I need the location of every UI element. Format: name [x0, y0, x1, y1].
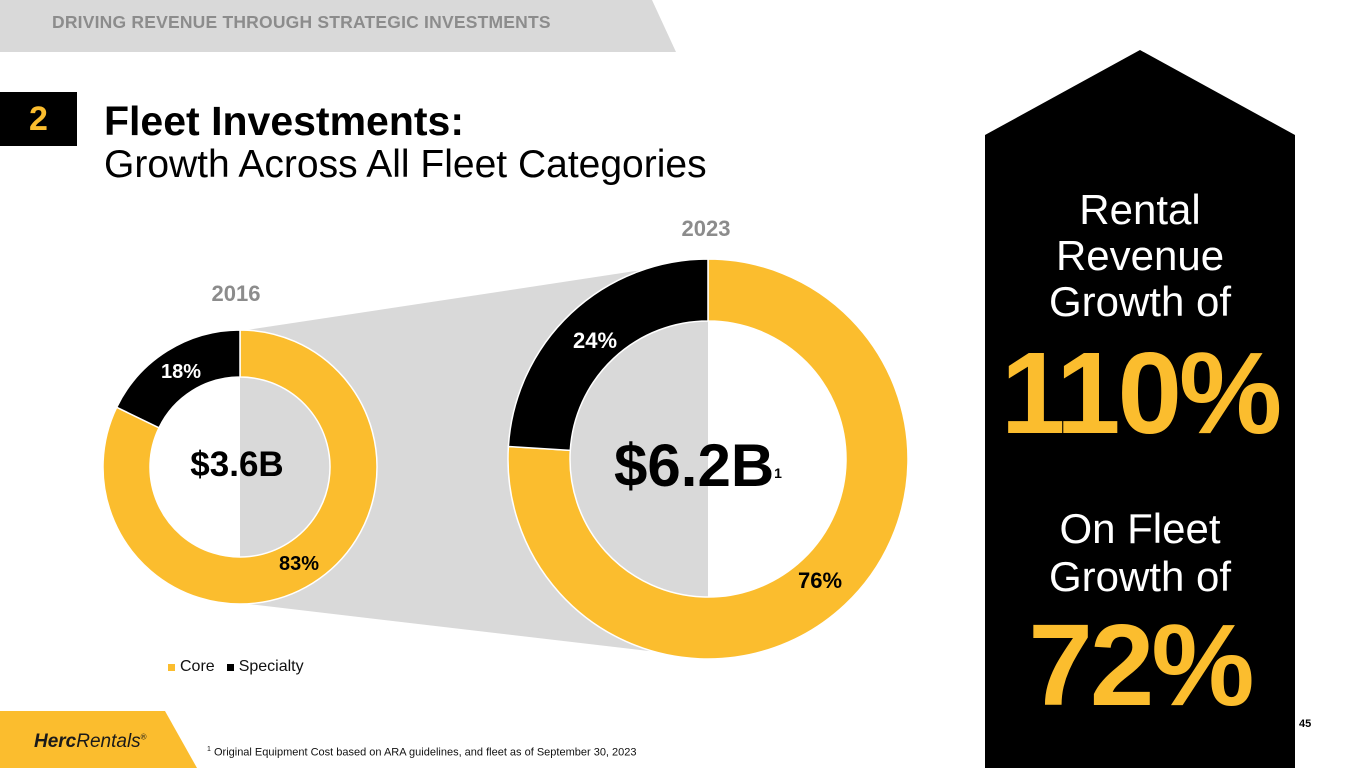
rental-label-line2: Revenue	[1055, 232, 1225, 279]
footnote: 1 Original Equipment Cost based on ARA g…	[207, 746, 637, 759]
logo-part-rentals: Rentals	[76, 731, 141, 752]
data-label-2016-core: 83%	[279, 553, 319, 575]
legend-item-core: Core	[168, 658, 215, 676]
logo-registered-mark: ®	[140, 732, 147, 742]
legend-swatch-specialty	[226, 663, 234, 671]
section-number-badge: 2	[0, 92, 77, 146]
fleet-label-line1: On Fleet	[1059, 505, 1221, 552]
chart-title-2023: 2023	[682, 216, 731, 241]
rental-label-line1: Rental	[1079, 186, 1201, 233]
page-title: Fleet Investments:	[104, 98, 464, 144]
donut-2016: 2016 $3.6B 83% 18%	[102, 281, 378, 605]
legend-item-specialty: Specialty	[226, 658, 304, 676]
growth-arrow-panel	[985, 50, 1295, 768]
chart-title-2016: 2016	[212, 281, 261, 306]
page-number: 45	[1299, 718, 1312, 730]
legend-label-specialty: Specialty	[238, 658, 304, 675]
legend-swatch-core	[168, 663, 175, 671]
header-banner-text: DRIVING REVENUE THROUGH STRATEGIC INVEST…	[52, 12, 551, 32]
logo-tab-shape	[0, 711, 197, 768]
herc-rentals-logo: HercRentals®	[34, 731, 147, 753]
header-banner-shape	[0, 0, 676, 52]
center-footnote-2023: 1	[774, 465, 782, 481]
legend-label-core: Core	[180, 658, 215, 675]
up-arrow-shape	[985, 50, 1295, 768]
fleet-label-line2: Growth of	[1048, 553, 1232, 600]
rental-label-line3: Growth of	[1048, 278, 1232, 325]
center-label-2016: $3.6B	[190, 445, 283, 484]
slice-2023-specialty	[507, 258, 709, 452]
rental-revenue-label: Rental Revenue Growth of	[985, 187, 1295, 325]
page-subtitle: Growth Across All Fleet Categories	[104, 143, 707, 186]
donut-2023: 2023 $6.2B1 76% 24%	[507, 216, 909, 660]
rental-revenue-value: 110%	[1000, 328, 1282, 458]
slice-2016-specialty	[115, 329, 241, 429]
footnote-text: Original Equipment Cost based on ARA gui…	[213, 746, 637, 759]
data-label-2016-specialty: 18%	[161, 361, 201, 383]
fleet-growth-label: On Fleet Growth of	[985, 505, 1295, 601]
center-label-2023: $6.2B1	[614, 432, 782, 499]
footnote-marker: 1	[207, 746, 211, 753]
data-label-2023-specialty: 24%	[573, 328, 617, 353]
chart-legend: Core Specialty	[168, 658, 316, 676]
slice-2023-core	[507, 258, 909, 660]
slice-2016-core	[102, 329, 378, 605]
data-label-2023-core: 76%	[798, 568, 842, 593]
center-value-2023: $6.2B	[614, 432, 774, 499]
logo-part-herc: Herc	[34, 731, 77, 752]
fleet-growth-value: 72%	[1028, 600, 1254, 730]
